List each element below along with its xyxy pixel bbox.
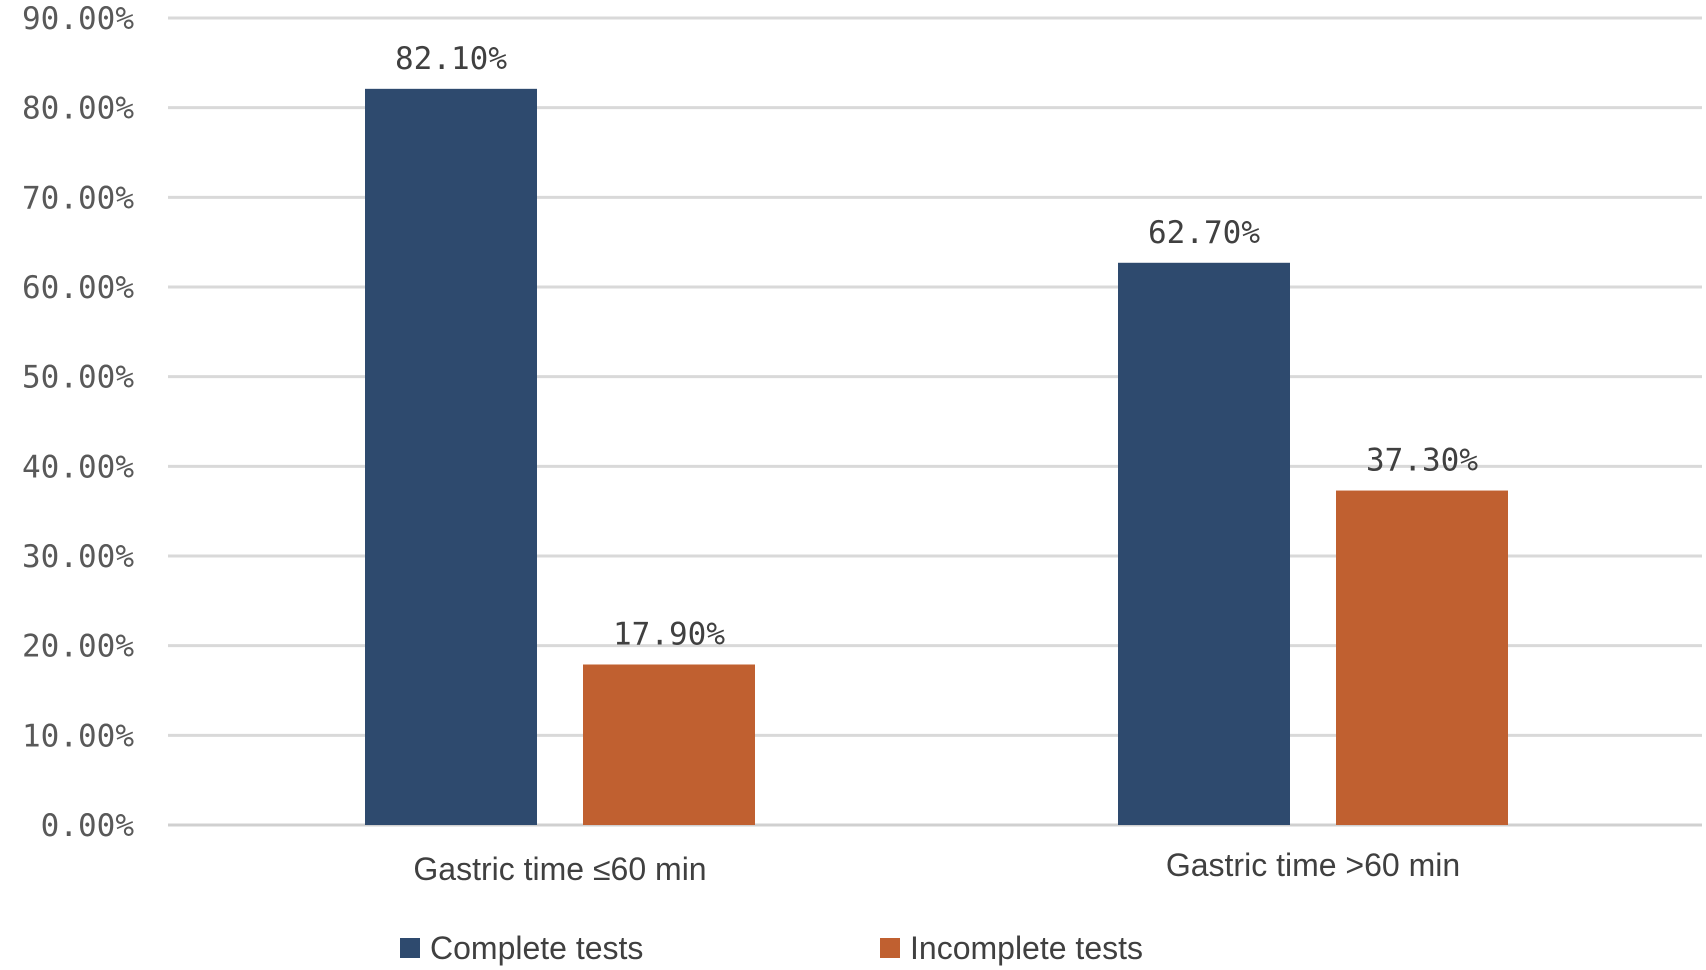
bar-complete bbox=[365, 88, 537, 825]
y-tick-label: 0.00% bbox=[41, 808, 135, 844]
legend-swatch bbox=[880, 938, 900, 958]
data-label: 82.10% bbox=[395, 41, 507, 77]
y-tick-label: 90.00% bbox=[22, 1, 134, 37]
data-label: 62.70% bbox=[1148, 215, 1260, 251]
x-category-label: Gastric time ≤60 min bbox=[413, 851, 706, 887]
bars bbox=[365, 88, 1508, 825]
data-label: 17.90% bbox=[613, 616, 725, 652]
legend-label: Complete tests bbox=[430, 930, 643, 966]
legend-label: Incomplete tests bbox=[910, 930, 1143, 966]
y-tick-label: 50.00% bbox=[22, 360, 134, 396]
y-tick-label: 40.00% bbox=[22, 449, 134, 485]
y-tick-label: 10.00% bbox=[22, 718, 134, 754]
data-label: 37.30% bbox=[1366, 443, 1478, 479]
y-axis-tick-labels: 0.00% 10.00% 20.00% 30.00% 40.00% 50.00% 60.00… bbox=[22, 1, 134, 844]
y-tick-label: 30.00% bbox=[22, 539, 134, 575]
bar-complete bbox=[1118, 262, 1290, 825]
bar-incomplete bbox=[583, 664, 755, 825]
legend-swatch bbox=[400, 938, 420, 958]
bar-incomplete bbox=[1336, 490, 1508, 825]
legend: Complete tests Incomplete tests bbox=[400, 930, 1143, 966]
y-tick-label: 60.00% bbox=[22, 270, 134, 306]
y-tick-label: 70.00% bbox=[22, 180, 134, 216]
y-tick-label: 20.00% bbox=[22, 629, 134, 665]
x-axis-category-labels: Gastric time ≤60 min Gastric time >60 min bbox=[413, 847, 1460, 887]
y-tick-label: 80.00% bbox=[22, 91, 134, 127]
x-category-label: Gastric time >60 min bbox=[1166, 847, 1460, 883]
data-labels: 82.10% 62.70% 17.90% 37.30% bbox=[395, 41, 1478, 653]
